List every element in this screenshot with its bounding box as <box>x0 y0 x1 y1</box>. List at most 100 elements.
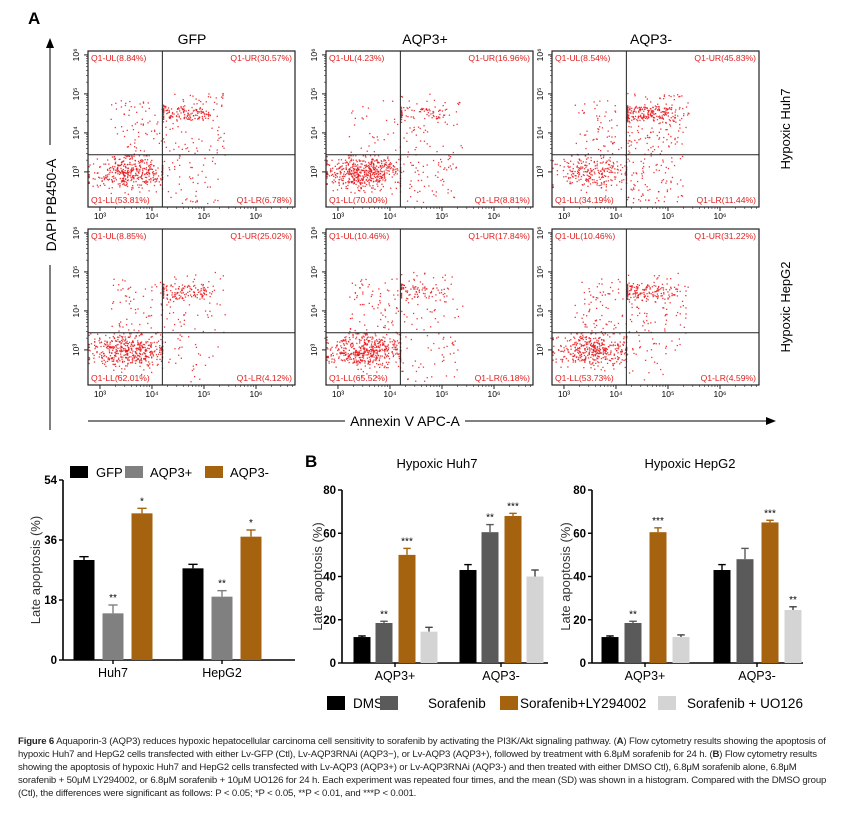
event-dot <box>642 162 645 164</box>
event-dot <box>361 360 363 363</box>
event-dot <box>447 188 449 191</box>
event-dot <box>400 116 403 119</box>
event-dot <box>422 171 424 173</box>
event-dot <box>353 354 355 356</box>
event-dot <box>120 353 122 355</box>
event-dot <box>153 175 155 177</box>
event-dot <box>189 294 192 296</box>
event-dot <box>382 166 384 168</box>
event-dot <box>374 160 376 162</box>
event-dot <box>153 178 155 181</box>
event-dot <box>105 163 107 165</box>
event-dot <box>137 184 139 186</box>
event-dot <box>590 333 592 335</box>
event-dot <box>103 176 105 178</box>
event-dot <box>440 292 443 294</box>
event-dot <box>643 106 645 108</box>
event-dot <box>589 362 591 364</box>
event-dot <box>129 286 132 288</box>
event-dot <box>365 183 368 186</box>
event-dot <box>643 120 645 122</box>
event-dot <box>582 321 584 323</box>
event-dot <box>110 346 112 349</box>
event-dot <box>163 105 165 108</box>
event-dot <box>634 115 637 118</box>
event-dot <box>379 190 381 192</box>
event-dot <box>360 182 363 184</box>
event-dot <box>93 354 95 357</box>
event-dot <box>566 162 568 164</box>
event-dot <box>200 289 202 292</box>
event-dot <box>402 370 404 372</box>
event-dot <box>196 201 198 203</box>
event-dot <box>368 145 370 147</box>
event-dot <box>574 170 576 173</box>
event-dot <box>362 106 364 108</box>
event-dot <box>142 343 144 346</box>
event-dot <box>373 167 375 169</box>
event-dot <box>626 295 629 298</box>
event-dot <box>351 282 353 284</box>
event-dot <box>658 131 660 133</box>
event-dot <box>601 352 603 354</box>
event-dot <box>400 295 403 297</box>
event-dot <box>359 356 361 359</box>
event-dot <box>196 111 198 113</box>
event-dot <box>347 355 349 357</box>
event-dot <box>133 168 135 171</box>
event-dot <box>194 284 196 287</box>
event-dot <box>667 112 669 114</box>
event-dot <box>199 354 201 356</box>
event-dot <box>131 187 133 189</box>
event-dot <box>384 341 386 343</box>
event-dot <box>356 296 358 299</box>
event-dot <box>352 336 354 338</box>
event-dot <box>646 186 648 188</box>
event-dot <box>574 361 577 363</box>
event-dot <box>601 162 603 164</box>
event-dot <box>117 352 119 355</box>
arrow-right-icon <box>766 417 776 425</box>
y-tick-label: 10⁵ <box>535 265 545 278</box>
event-dot <box>396 168 398 170</box>
event-dot <box>451 276 453 278</box>
event-dot <box>660 181 663 184</box>
event-dot <box>141 174 143 176</box>
event-dot <box>208 356 210 359</box>
event-dot <box>591 179 593 181</box>
event-dot <box>332 173 334 176</box>
event-dot <box>148 348 150 350</box>
event-dot <box>394 121 396 123</box>
event-dot <box>119 360 121 362</box>
event-dot <box>135 312 137 314</box>
event-dot <box>569 353 571 355</box>
event-dot <box>438 116 440 118</box>
event-dot <box>106 178 109 181</box>
event-dot <box>351 313 353 315</box>
event-dot <box>674 111 676 113</box>
event-dot <box>663 136 665 139</box>
event-dot <box>376 339 378 341</box>
event-dot <box>558 349 560 351</box>
event-dot <box>88 182 90 184</box>
event-dot <box>362 177 364 180</box>
event-dot <box>437 176 439 178</box>
event-dot <box>585 324 587 326</box>
event-dot <box>326 357 328 359</box>
event-dot <box>388 352 390 354</box>
event-dot <box>186 147 189 149</box>
event-dot <box>378 170 380 173</box>
event-dot <box>438 333 440 335</box>
event-dot <box>665 109 667 111</box>
event-dot <box>667 115 669 117</box>
event-dot <box>192 95 194 97</box>
event-dot <box>643 113 645 115</box>
event-dot <box>611 179 613 182</box>
event-dot <box>368 350 371 352</box>
event-dot <box>581 167 583 169</box>
event-dot <box>593 101 595 103</box>
event-dot <box>621 314 624 316</box>
event-dot <box>373 165 375 167</box>
event-dot <box>635 353 637 355</box>
event-dot <box>601 342 603 344</box>
